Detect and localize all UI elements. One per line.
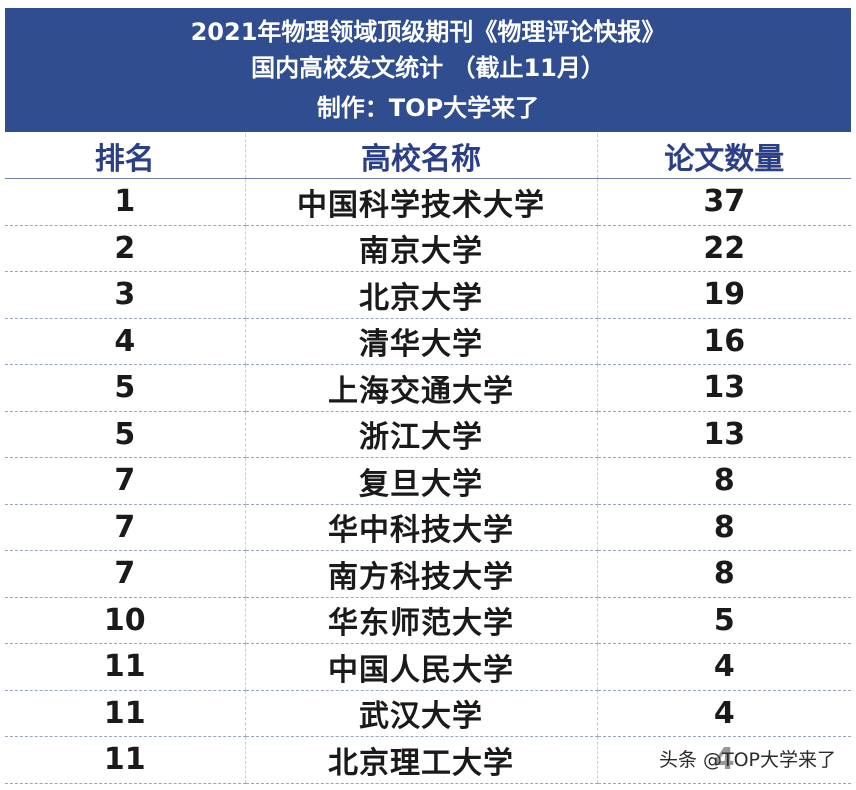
rank-cell: 3 [5, 271, 245, 319]
school-cell: 中国科学技术大学 [244, 178, 597, 226]
school-cell: 北京理工大学 [244, 736, 597, 784]
table-row: 3 北京大学 19 [5, 271, 851, 319]
table-row: 11 武汉大学 4 [5, 690, 851, 737]
title-line-2: 国内高校发文统计 （截止11月） [251, 54, 605, 82]
rank-cell: 5 [5, 411, 245, 458]
table-row: 7 华中科技大学 8 [5, 504, 851, 551]
table-title-banner: 2021年物理领域顶级期刊《物理评论快报》 国内高校发文统计 （截止11月） 制… [5, 8, 851, 132]
source-watermark: 头条 @TOP大学来了 [654, 743, 840, 774]
count-cell: 16 [596, 318, 851, 365]
rank-cell: 7 [5, 457, 245, 505]
rank-cell: 11 [5, 690, 245, 737]
school-cell: 南京大学 [244, 225, 597, 272]
table-row: 4 清华大学 16 [5, 318, 851, 365]
table-row: 10 华东师范大学 5 [5, 597, 851, 644]
count-cell: 37 [596, 178, 851, 226]
column-header-count: 论文数量 [596, 134, 851, 179]
count-cell: 4 [596, 690, 851, 737]
school-cell: 南方科技大学 [244, 550, 597, 598]
school-cell: 华中科技大学 [244, 504, 597, 551]
table-header-row: 排名 高校名称 论文数量 [5, 134, 851, 179]
table-row: 5 浙江大学 13 [5, 411, 851, 458]
count-cell: 8 [596, 550, 851, 598]
count-cell: 8 [596, 504, 851, 551]
school-cell: 复旦大学 [244, 457, 597, 505]
count-cell: 5 [596, 597, 851, 644]
rank-cell: 5 [5, 364, 245, 412]
count-cell: 13 [596, 411, 851, 458]
title-line-3: 制作：TOP大学来了 [316, 94, 540, 122]
table-row: 1 中国科学技术大学 37 [5, 178, 851, 226]
table-row: 7 南方科技大学 8 [5, 550, 851, 598]
table-row: 11北京理工大学4 [5, 736, 851, 784]
school-cell: 中国人民大学 [244, 643, 597, 691]
rank-cell: 11 [5, 736, 245, 784]
column-header-school: 高校名称 [244, 134, 597, 179]
count-cell: 19 [596, 271, 851, 319]
school-cell: 武汉大学 [244, 690, 597, 737]
rank-cell: 4 [5, 318, 245, 365]
rank-cell: 10 [5, 597, 245, 644]
table-row: 5 上海交通大学 13 [5, 364, 851, 412]
title-line-1: 2021年物理领域顶级期刊《物理评论快报》 [190, 18, 666, 46]
rank-cell: 7 [5, 504, 245, 551]
rank-cell: 7 [5, 550, 245, 598]
school-cell: 华东师范大学 [244, 597, 597, 644]
count-cell: 4 [596, 643, 851, 691]
school-cell: 上海交通大学 [244, 364, 597, 412]
count-cell: 22 [596, 225, 851, 272]
table-row: 2 南京大学 22 [5, 225, 851, 272]
school-cell: 北京大学 [244, 271, 597, 319]
rank-cell: 1 [5, 178, 245, 226]
school-cell: 清华大学 [244, 318, 597, 365]
ranking-table: 排名 高校名称 论文数量 1 中国科学技术大学 37 2 南京大学 22 3 北京大学 19… [5, 134, 851, 784]
school-cell: 浙江大学 [244, 411, 597, 458]
count-cell: 13 [596, 364, 851, 412]
column-header-rank: 排名 [5, 134, 245, 179]
count-cell: 8 [596, 457, 851, 505]
rank-cell: 11 [5, 643, 245, 691]
table-row: 11 中国人民大学 4 [5, 643, 851, 691]
table-row: 7 复旦大学 8 [5, 457, 851, 505]
rank-cell: 2 [5, 225, 245, 272]
